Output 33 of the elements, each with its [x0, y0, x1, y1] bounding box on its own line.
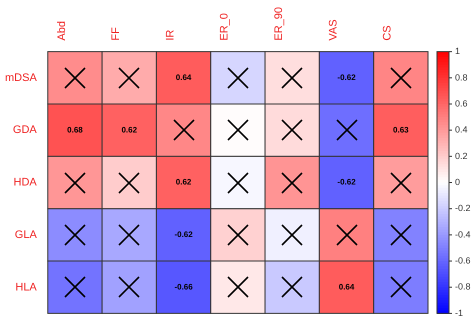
color-bar-label: 1	[455, 46, 460, 56]
y-tick-label: HDA	[14, 176, 38, 189]
color-bar-label: 0.4	[455, 124, 468, 135]
data-label: -0.66	[174, 282, 194, 292]
color-bar-label: -0.6	[455, 256, 471, 266]
y-tick-label: GLA	[14, 228, 38, 241]
data-label: -0.62	[337, 178, 356, 187]
x-tick-label: Abd	[56, 21, 68, 41]
color-bar-label: -1	[455, 308, 464, 318]
y-tick-label: mDSA	[5, 72, 38, 84]
y-tick-label: HLA	[15, 281, 38, 294]
x-tick-label: ER_0	[218, 13, 231, 41]
data-label: -0.62	[337, 73, 356, 82]
color-bar-label: -0.4	[455, 229, 471, 240]
data-label: 0.62	[176, 178, 192, 187]
color-bar-label: 0.8	[455, 72, 468, 82]
x-tick-label: VAS	[327, 19, 340, 41]
data-label: 0.64	[338, 282, 355, 292]
data-label: 0.64	[176, 73, 192, 82]
y-tick-label: GDA	[12, 124, 38, 136]
x-tick-label: IR	[164, 30, 176, 41]
x-tick-label: CS	[382, 25, 394, 41]
data-label: 0.68	[67, 125, 84, 134]
x-tick-label: FF	[110, 26, 122, 41]
x-tick-label: ER_90	[273, 6, 286, 41]
color-bar-label: -0.2	[455, 203, 471, 214]
color-bar-label: 0	[455, 177, 460, 187]
data-label: 0.62	[121, 125, 138, 134]
data-label: 0.63	[393, 125, 410, 134]
color-bar-label: -0.8	[455, 282, 471, 292]
color-bar-label: 0.2	[455, 150, 468, 161]
color-bar-label: 0.6	[455, 98, 468, 108]
data-label: -0.62	[174, 230, 194, 240]
